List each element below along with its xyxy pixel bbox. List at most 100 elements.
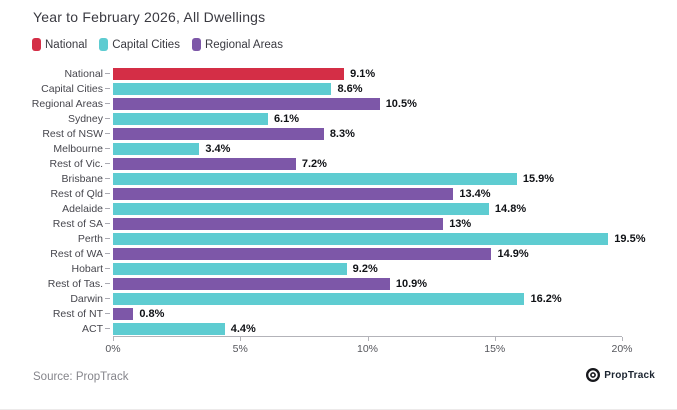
chart-row: Regional Areas 10.5%: [0, 96, 677, 111]
value-label: 16.2%: [530, 292, 562, 305]
value-label: 14.9%: [497, 247, 529, 260]
bar: [113, 142, 200, 155]
bar: [113, 262, 347, 275]
bar: [113, 82, 332, 95]
bar-track: 7.2%: [113, 157, 621, 170]
bar-track: 10.5%: [113, 97, 621, 110]
chart-row: Melbourne 3.4%: [0, 141, 677, 156]
legend-label: National: [45, 38, 88, 51]
bar: [113, 172, 517, 185]
value-label: 4.4%: [230, 322, 256, 335]
value-label: 9.1%: [350, 67, 376, 80]
category-label: Capital Cities: [41, 82, 103, 95]
bar-track: 16.2%: [113, 292, 621, 305]
proptrack-logo-icon: [586, 368, 601, 382]
chart-row: Rest of Tas. 10.9%: [0, 276, 677, 291]
row-tick: [105, 223, 110, 224]
category-label: Regional Areas: [31, 97, 103, 110]
value-label: 7.2%: [301, 157, 327, 170]
value-label: 15.9%: [522, 172, 555, 185]
chart-row: Brisbane 15.9%: [0, 171, 677, 186]
axis-tick-mark: [367, 337, 369, 341]
category-label: National: [64, 67, 103, 80]
legend-label: Capital Cities: [112, 38, 180, 51]
category-label: Adelaide: [62, 202, 103, 215]
bar: [113, 217, 444, 230]
axis-tick-mark: [494, 337, 496, 341]
row-tick: [105, 88, 110, 89]
bar: [113, 322, 225, 335]
bar-track: 4.4%: [113, 322, 621, 335]
row-tick: [105, 238, 110, 239]
row-tick: [105, 193, 110, 194]
row-tick: [105, 268, 110, 269]
category-label: Rest of Tas.: [47, 277, 103, 290]
category-label: Rest of Qld: [50, 187, 103, 200]
value-label: 13%: [449, 217, 472, 230]
chart-row: Capital Cities 8.6%: [0, 81, 677, 96]
axis-tick-mark: [113, 337, 114, 341]
row-tick: [105, 133, 110, 134]
bar-track: 8.3%: [113, 127, 621, 140]
value-label: 10.5%: [385, 97, 417, 110]
bar-track: 0.8%: [113, 307, 621, 320]
value-label: 8.6%: [337, 82, 363, 95]
bar-track: 14.8%: [113, 202, 621, 215]
category-label: Hobart: [71, 262, 103, 275]
row-tick: [105, 313, 110, 314]
axis-tick-label: 0%: [105, 343, 121, 355]
row-tick: [105, 163, 110, 164]
row-tick: [105, 103, 110, 104]
bar: [113, 307, 134, 320]
category-label: Darwin: [70, 292, 103, 305]
chart-row: Darwin 16.2%: [0, 291, 677, 306]
bar: [113, 127, 324, 140]
row-tick: [105, 328, 110, 329]
bar-track: 15.9%: [113, 172, 621, 185]
bar: [113, 97, 380, 110]
axis-tick-mark: [240, 337, 242, 341]
legend-item: National: [32, 38, 87, 51]
bar-track: 10.9%: [113, 277, 621, 290]
x-axis: 0% 5% 10% 15% 20%: [105, 336, 633, 361]
axis-tick-label: 20%: [611, 343, 633, 355]
category-label: Rest of Vic.: [49, 157, 104, 170]
bar: [113, 112, 268, 125]
row-tick: [105, 253, 110, 254]
chart-row: Rest of Vic. 7.2%: [0, 156, 677, 171]
category-label: Rest of SA: [52, 217, 103, 230]
value-label: 8.3%: [329, 127, 355, 140]
bar-track: 13%: [113, 217, 621, 230]
axis-tick-label: 15%: [484, 343, 506, 355]
category-label: Rest of WA: [50, 247, 103, 260]
bar: [113, 187, 454, 200]
legend: National Capital Cities Regional Areas: [32, 38, 283, 51]
proptrack-brand-text: PropTrack: [604, 369, 655, 381]
legend-swatch: [99, 38, 109, 51]
bar: [113, 202, 489, 215]
bar: [113, 247, 492, 260]
legend-item: Capital Cities: [99, 38, 180, 51]
legend-swatch: [32, 38, 41, 51]
chart-row: Sydney 6.1%: [0, 111, 677, 126]
value-label: 0.8%: [139, 307, 165, 320]
category-label: Melbourne: [53, 142, 103, 155]
axis-tick-label: 10%: [356, 343, 379, 355]
row-tick: [105, 298, 110, 299]
category-label: Rest of NSW: [42, 127, 103, 140]
chart-title: Year to February 2026, All Dwellings: [33, 9, 266, 25]
proptrack-brand: PropTrack: [586, 368, 655, 382]
chart-row: Rest of NSW 8.3%: [0, 126, 677, 141]
bar-chart-plot-area: National 9.1% Capital Cities 8.6% Region…: [0, 66, 677, 336]
value-label: 6.1%: [273, 112, 300, 125]
bar-track: 3.4%: [113, 142, 621, 155]
chart-row: Hobart 9.2%: [0, 261, 677, 276]
row-tick: [105, 148, 110, 149]
category-label: Perth: [77, 232, 103, 245]
axis-tick-mark: [622, 337, 623, 341]
row-tick: [105, 73, 110, 74]
row-tick: [105, 283, 110, 284]
bar-track: 19.5%: [113, 232, 646, 245]
bar: [113, 292, 525, 305]
value-label: 19.5%: [614, 232, 646, 245]
